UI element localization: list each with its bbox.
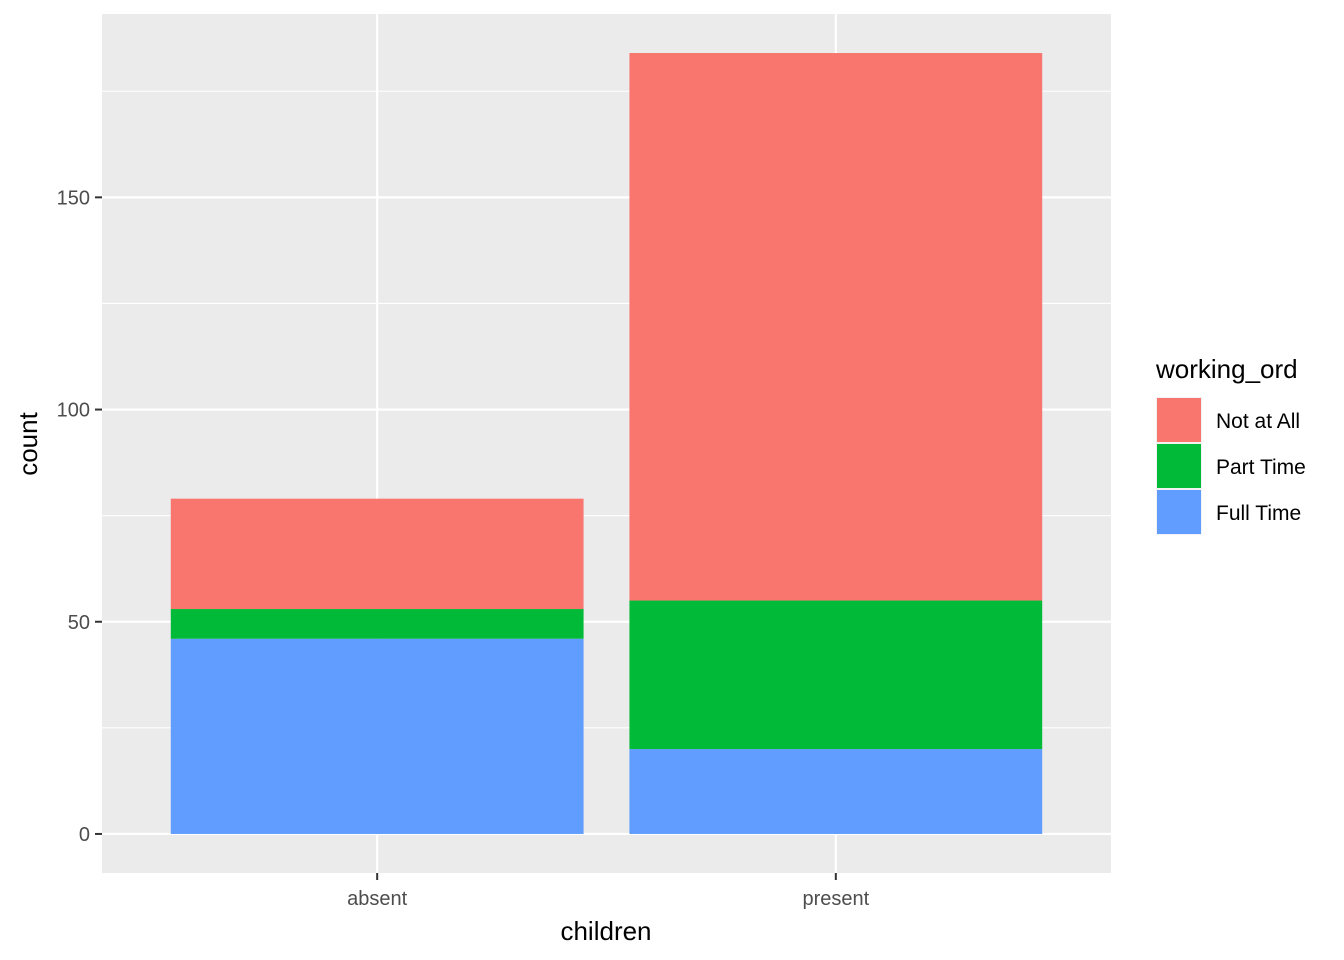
x-tick-label: absent xyxy=(347,888,407,910)
legend-key-swatch xyxy=(1157,398,1201,442)
bar-segment-present-not-at-all xyxy=(629,53,1043,601)
legend-key-swatch xyxy=(1157,490,1201,534)
y-tick-label: 150 xyxy=(57,187,90,209)
bars xyxy=(170,53,1043,834)
legend-label: Part Time xyxy=(1216,456,1306,479)
bar-segment-present-full-time xyxy=(629,749,1043,834)
bar-segment-absent-full-time xyxy=(170,638,584,834)
x-axis: absent present xyxy=(347,873,870,910)
legend-key-swatch xyxy=(1157,444,1201,488)
legend: working_ord Not at All Part Time Full Time xyxy=(1155,354,1306,535)
y-tick-label: 100 xyxy=(57,400,90,422)
bar-segment-absent-part-time xyxy=(170,609,584,639)
bar-segment-absent-not-at-all xyxy=(170,498,584,610)
y-axis-title: count xyxy=(13,411,43,475)
bar-segment-present-part-time xyxy=(629,600,1043,750)
legend-label: Full Time xyxy=(1216,502,1301,525)
y-tick-label: 0 xyxy=(79,824,90,846)
x-axis-title: children xyxy=(560,916,651,946)
legend-title: working_ord xyxy=(1155,354,1298,384)
x-tick-label: present xyxy=(802,888,869,910)
y-axis: 0 50 100 150 xyxy=(57,187,102,846)
y-tick-label: 50 xyxy=(68,612,90,634)
legend-label: Not at All xyxy=(1216,410,1300,433)
